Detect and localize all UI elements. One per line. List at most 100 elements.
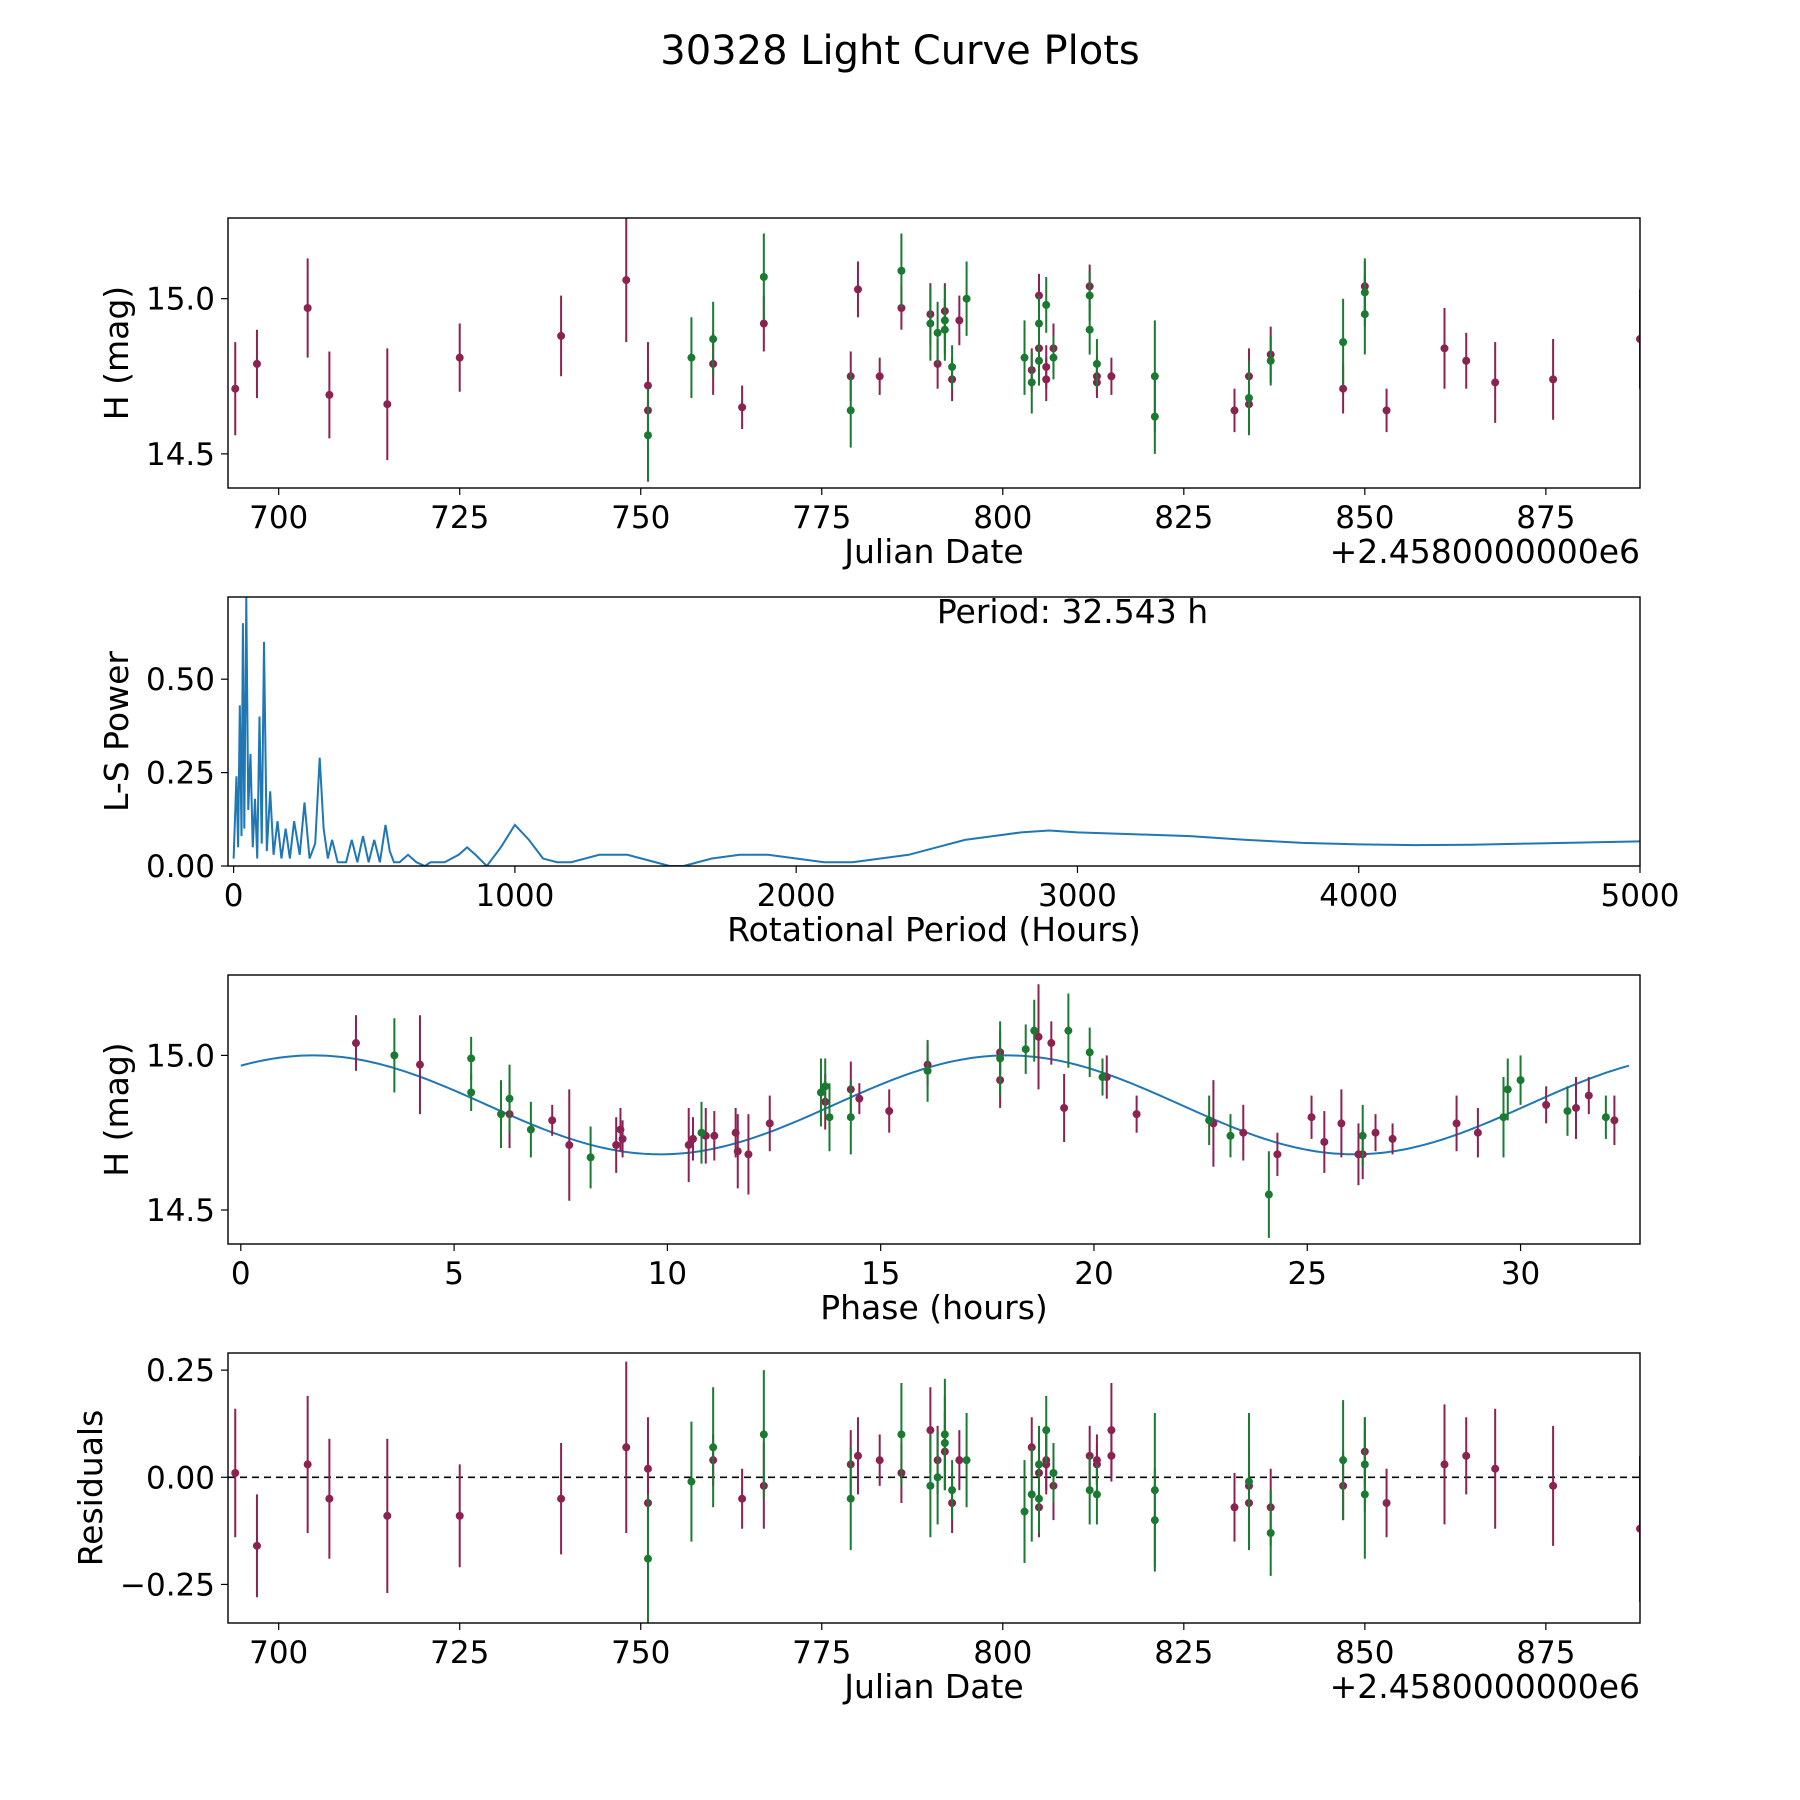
x-tick-label: 700	[249, 1635, 308, 1671]
data-point	[1205, 1116, 1214, 1125]
data-point	[1542, 1100, 1551, 1109]
data-point	[733, 1147, 742, 1156]
data-point	[853, 285, 862, 294]
data-point	[1027, 1490, 1036, 1499]
data-point	[1339, 338, 1348, 347]
data-point	[1049, 353, 1058, 362]
data-point	[962, 294, 971, 303]
x-offset-label: +2.4580000000e6	[1330, 1667, 1640, 1706]
x-tick-label: 25	[1288, 1256, 1327, 1292]
x-axis-label: Julian Date	[842, 532, 1024, 571]
data-point	[325, 1494, 334, 1503]
data-point	[1244, 394, 1253, 402]
x-tick-label: 5	[444, 1256, 464, 1292]
y-tick-label: 14.5	[146, 1193, 215, 1229]
period-annotation: Period: 32.543 h	[937, 592, 1208, 631]
data-point	[1307, 1113, 1316, 1122]
data-point	[1092, 359, 1101, 368]
data-point	[1230, 1503, 1239, 1512]
data-point	[940, 325, 949, 334]
data-point	[759, 272, 768, 281]
data-point	[1360, 310, 1369, 319]
axes-frame	[227, 1352, 1641, 1624]
y-tick-label: 0.00	[146, 1460, 215, 1496]
data-point	[1266, 356, 1275, 365]
x-tick-label: 825	[1154, 1635, 1213, 1671]
data-point	[303, 304, 312, 312]
data-point	[1440, 1460, 1449, 1469]
data-point	[1273, 1150, 1282, 1159]
data-point	[1047, 1039, 1056, 1048]
x-tick-label: 4000	[1319, 878, 1398, 914]
panel-periodogram: 0 1000 2000 3000 4000 5000 0.00 0.25 0.50 Rotatio…	[97, 592, 1679, 949]
data-point	[1085, 1048, 1094, 1057]
data-point	[1371, 1128, 1380, 1137]
data-point	[455, 353, 464, 362]
data-point	[1042, 375, 1051, 384]
x-tick-label: 750	[611, 1635, 670, 1671]
axes-frame	[227, 596, 1641, 867]
x-tick-label: 800	[973, 500, 1032, 536]
data-point	[1462, 356, 1471, 365]
plot-area	[228, 1361, 1640, 1623]
data-point	[996, 1054, 1005, 1063]
data-point	[1064, 1026, 1073, 1035]
data-point	[1034, 1032, 1043, 1041]
data-point	[1098, 1073, 1107, 1082]
power-spectrum-line	[232, 597, 1640, 866]
y-tick-label: 15.0	[146, 282, 215, 318]
data-point	[1034, 1494, 1043, 1503]
data-point	[687, 1477, 696, 1486]
data-point	[962, 1456, 971, 1465]
data-point	[710, 1131, 719, 1140]
plot-area	[231, 218, 1640, 482]
x-tick-label: 0	[224, 878, 244, 914]
data-point	[1021, 1045, 1030, 1054]
y-tick-label: −0.25	[120, 1567, 215, 1603]
data-point	[885, 1107, 894, 1116]
data-point	[1244, 1477, 1253, 1486]
y-tick-label: 0.25	[146, 756, 215, 792]
panel-lightcurve: 700 725 750 775 800 825 850 875 14.5 15.0 Julian D…	[97, 217, 1641, 571]
x-tick-label: 10	[648, 1256, 687, 1292]
data-point	[351, 1039, 360, 1048]
data-point	[1085, 325, 1094, 334]
x-axis-label: Phase (hours)	[820, 1288, 1048, 1327]
data-point	[1610, 1116, 1619, 1125]
data-point	[940, 1430, 949, 1439]
model-fit-curve	[240, 1054, 1630, 1156]
y-axis-label: Residuals	[71, 1410, 110, 1567]
data-point	[467, 1088, 476, 1097]
y-axis-label: H (mag)	[97, 286, 136, 420]
data-point	[1584, 1091, 1593, 1100]
x-tick-label: 875	[1516, 500, 1575, 536]
x-tick-label: 775	[792, 1635, 851, 1671]
data-point	[622, 1443, 631, 1452]
data-point	[744, 1150, 753, 1159]
data-point	[933, 1473, 942, 1482]
data-point	[252, 359, 261, 368]
data-point	[303, 1460, 312, 1469]
y-tick-label: 14.5	[146, 437, 215, 473]
data-point	[390, 1051, 399, 1060]
data-point	[738, 1494, 747, 1503]
data-point	[548, 1116, 557, 1125]
data-point	[1503, 1085, 1512, 1094]
y-axis-label: H (mag)	[97, 1042, 136, 1176]
data-point	[643, 431, 652, 440]
data-point	[1020, 1507, 1029, 1516]
data-point	[1239, 1128, 1248, 1137]
x-tick-label: 825	[1154, 500, 1213, 536]
data-point	[1049, 1469, 1058, 1477]
data-point	[231, 1469, 240, 1477]
data-point	[816, 1088, 825, 1097]
x-axis-label: Julian Date	[842, 1667, 1024, 1706]
data-point	[1264, 1190, 1273, 1199]
data-point	[643, 1554, 652, 1563]
data-point	[1358, 1131, 1367, 1140]
data-point	[1382, 406, 1391, 415]
data-point	[846, 1113, 855, 1122]
data-point	[825, 1113, 834, 1122]
data-point	[1150, 1516, 1159, 1525]
